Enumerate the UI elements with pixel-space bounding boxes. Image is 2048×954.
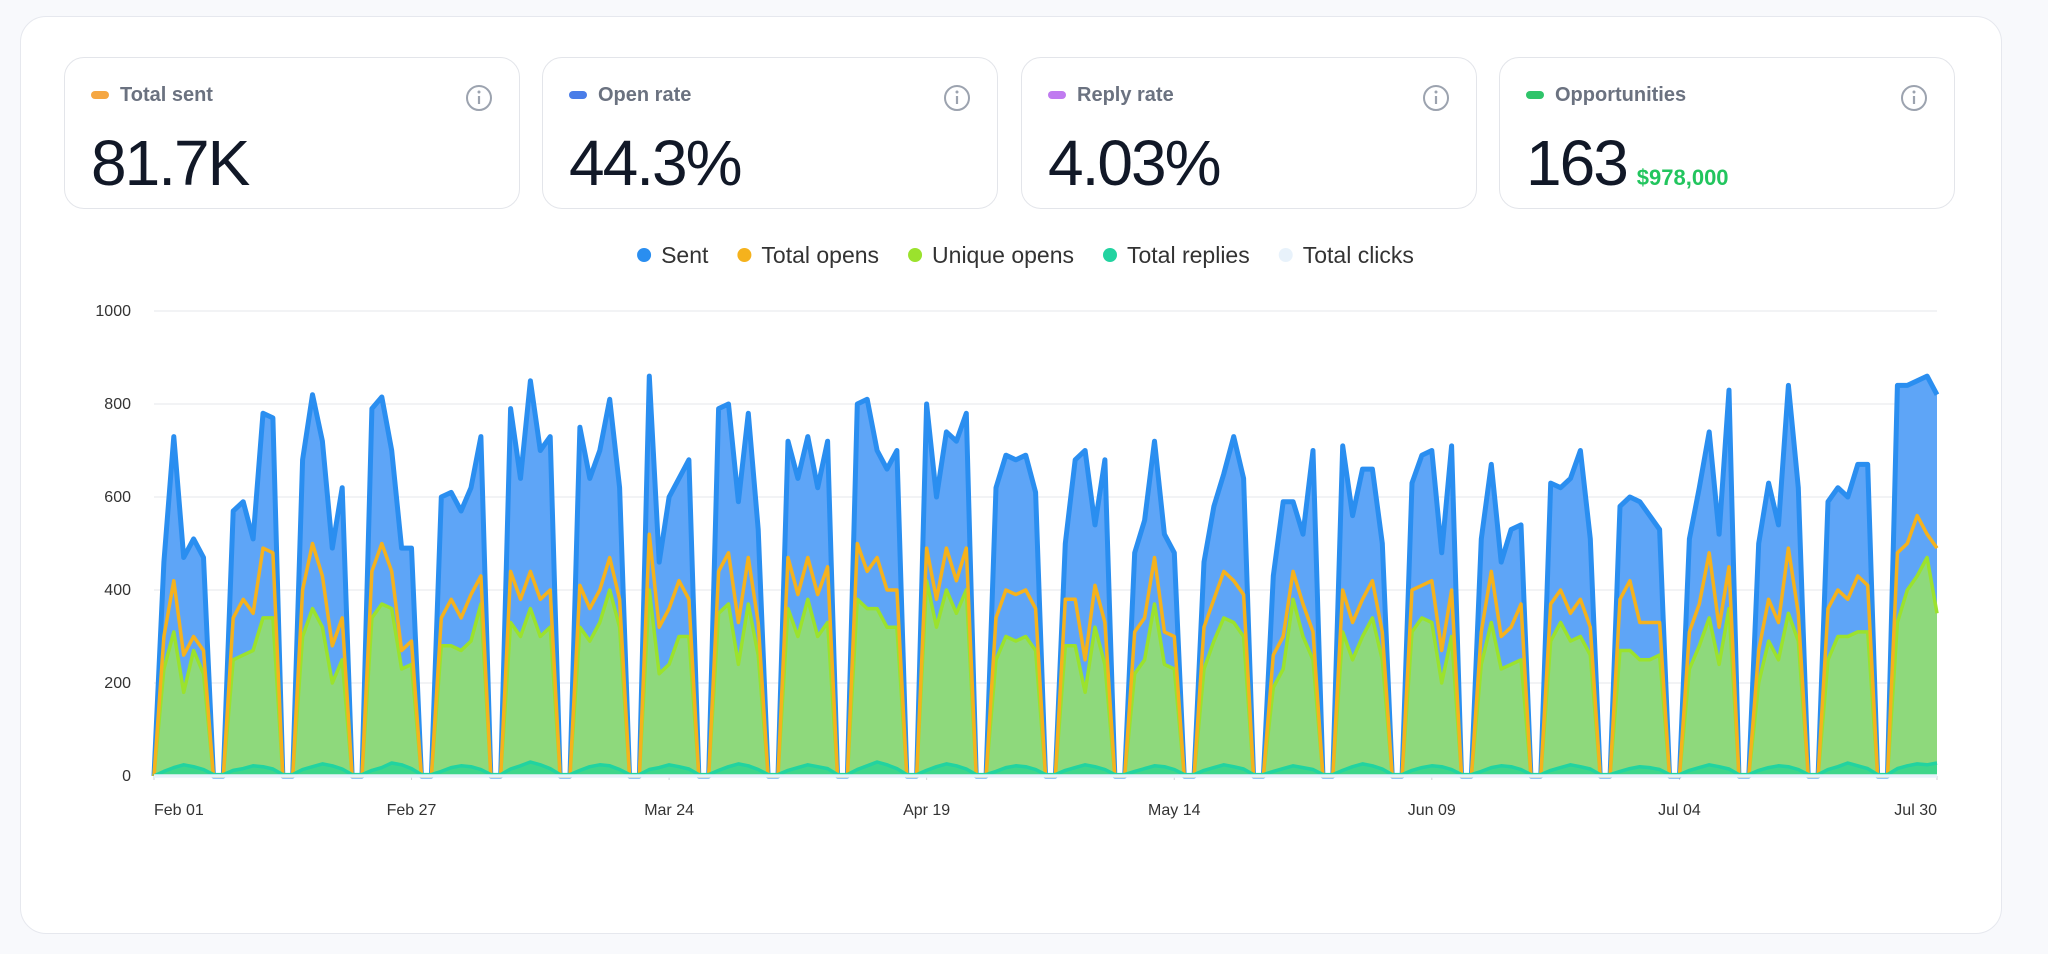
card-dot — [569, 91, 587, 99]
card-subvalue: $978,000 — [1636, 165, 1729, 190]
x-tick-label: Feb 01 — [154, 802, 204, 819]
card-number: 4.03% — [1048, 127, 1221, 199]
card-value: 81.7K — [91, 126, 250, 200]
legend-item: Total clicks — [1278, 242, 1414, 268]
series-line — [151, 373, 1940, 779]
legend-label: Total clicks — [1303, 242, 1414, 268]
legend-label: Sent — [661, 242, 709, 268]
info-dot — [955, 90, 959, 94]
x-tick-label: Jul 30 — [1894, 802, 1937, 819]
legend-item: Total opens — [737, 242, 879, 268]
info-circle — [944, 85, 970, 111]
y-tick-label: 1000 — [95, 303, 131, 320]
card-dot — [1048, 91, 1066, 99]
info-icon[interactable] — [1422, 84, 1450, 112]
info-circle — [466, 85, 492, 111]
x-tick-label: Feb 27 — [387, 802, 437, 819]
card-value: 163 $978,000 — [1526, 126, 1729, 200]
legend-marker — [908, 248, 923, 262]
legend-item: Total replies — [1102, 242, 1250, 268]
y-tick-label: 0 — [122, 768, 131, 785]
card-number: 163 — [1526, 127, 1629, 199]
area — [154, 557, 1937, 776]
legend-label: Total opens — [761, 242, 879, 268]
info-dot — [1912, 90, 1916, 94]
card-label: Total sent — [120, 84, 213, 106]
x-tick-label: Jul 04 — [1658, 802, 1701, 819]
info-icon[interactable] — [1900, 84, 1928, 112]
legend-marker — [1102, 248, 1117, 262]
stat-card: Reply rate 4.03% — [1021, 57, 1477, 209]
legend-label: Total replies — [1127, 242, 1250, 268]
x-tick-label: Mar 24 — [644, 802, 694, 819]
x-tick-label: Apr 19 — [903, 802, 950, 819]
stat-card: Open rate 44.3% — [542, 57, 998, 209]
card-label: Open rate — [598, 84, 692, 106]
card-label: Reply rate — [1077, 84, 1174, 106]
card-value: 44.3% — [569, 126, 742, 200]
card-number: 81.7K — [91, 127, 250, 199]
info-circle — [1901, 85, 1927, 111]
legend-marker — [1278, 248, 1293, 262]
info-circle — [1423, 85, 1449, 111]
card-number: 44.3% — [569, 127, 742, 199]
legend-marker — [637, 248, 652, 262]
stat-card: Total sent 81.7K — [64, 57, 520, 209]
info-dot — [1434, 90, 1438, 94]
x-tick-label: May 14 — [1148, 802, 1201, 819]
y-tick-label: 200 — [104, 675, 131, 692]
card-dot — [91, 91, 109, 99]
legend-marker — [737, 248, 752, 262]
y-tick-label: 400 — [104, 582, 131, 599]
x-tick-label: Jun 09 — [1408, 802, 1456, 819]
legend-item: Unique opens — [908, 242, 1074, 268]
y-tick-label: 600 — [104, 489, 131, 506]
card-label: Opportunities — [1555, 84, 1687, 106]
stat-card: Opportunities 163 $978,000 — [1499, 57, 1955, 209]
card-dot — [1526, 91, 1544, 99]
info-icon[interactable] — [465, 84, 493, 112]
legend-label: Unique opens — [932, 242, 1074, 268]
info-dot — [477, 90, 481, 94]
legend-item: Sent — [637, 242, 709, 268]
info-icon[interactable] — [943, 84, 971, 112]
y-tick-label: 800 — [104, 396, 131, 413]
card-value: 4.03% — [1048, 126, 1221, 200]
legend: Sent Total opens Unique opens Total replies… — [637, 242, 1414, 268]
